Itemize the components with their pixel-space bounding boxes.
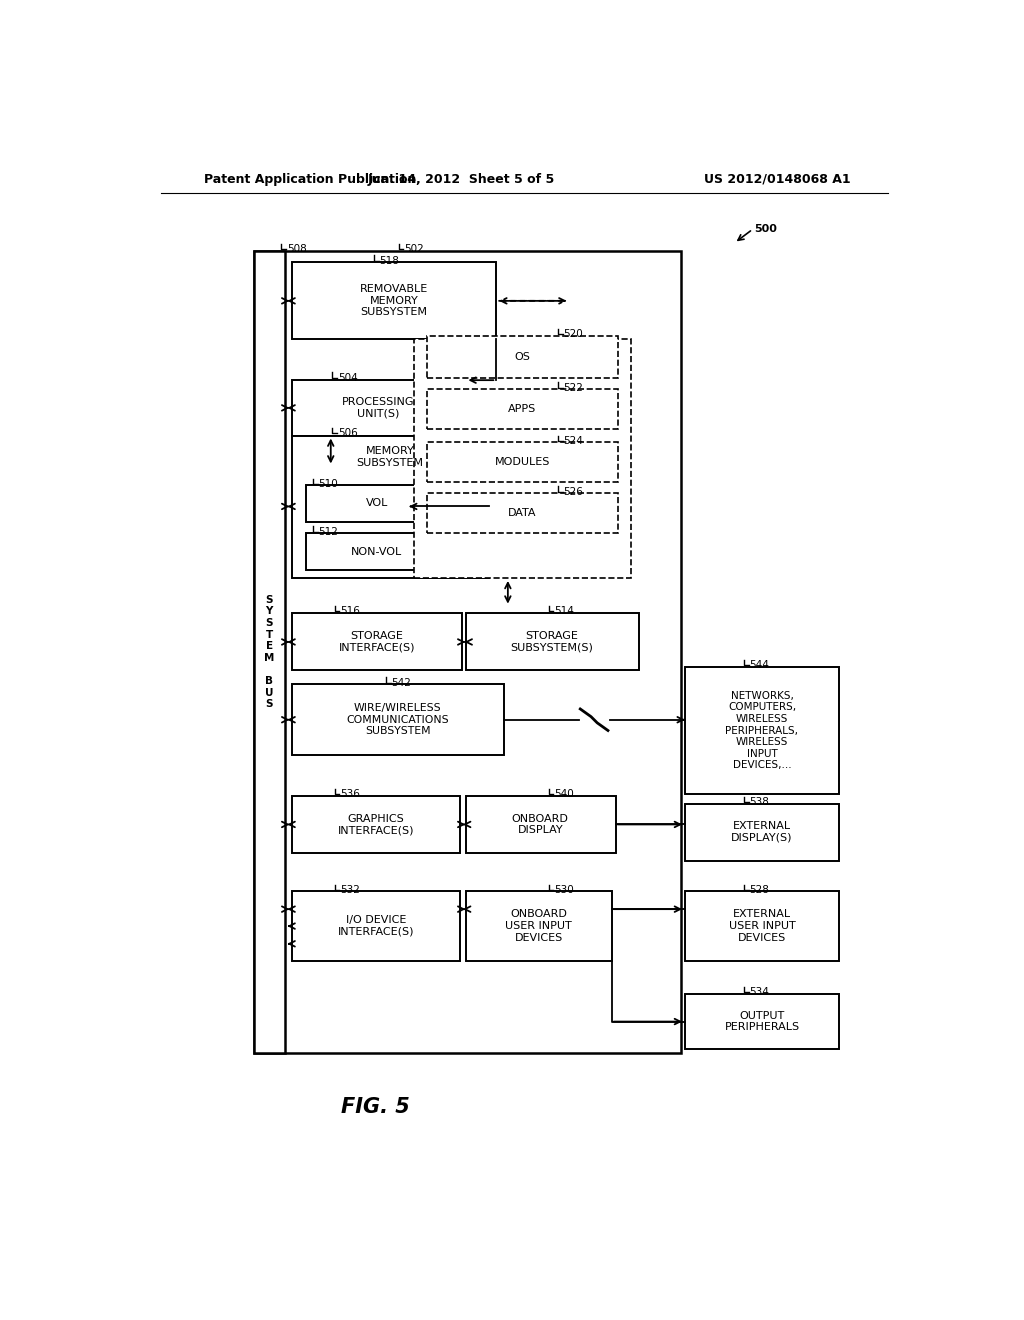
Text: ONBOARD
DISPLAY: ONBOARD DISPLAY — [512, 813, 568, 836]
Bar — [414, 339, 631, 578]
Text: 508: 508 — [287, 244, 306, 255]
Text: US 2012/0148068 A1: US 2012/0148068 A1 — [703, 173, 851, 186]
Text: 522: 522 — [563, 383, 584, 393]
Bar — [292, 436, 488, 578]
Text: 542: 542 — [391, 677, 412, 688]
Text: S
Y
S
T
E
M
 
B
U
S: S Y S T E M B U S — [264, 595, 274, 709]
Bar — [685, 891, 839, 961]
Text: 506: 506 — [338, 428, 357, 438]
Text: 534: 534 — [750, 987, 769, 998]
Text: 518: 518 — [379, 256, 399, 265]
Bar — [466, 891, 611, 961]
Text: OUTPUT
PERIPHERALS: OUTPUT PERIPHERALS — [724, 1011, 800, 1032]
Text: WIRE/WIRELESS
COMMUNICATIONS
SUBSYSTEM: WIRE/WIRELESS COMMUNICATIONS SUBSYSTEM — [346, 704, 450, 737]
Bar — [427, 389, 617, 429]
Text: Patent Application Publication: Patent Application Publication — [204, 173, 416, 186]
Text: Jun. 14, 2012  Sheet 5 of 5: Jun. 14, 2012 Sheet 5 of 5 — [368, 173, 555, 186]
Bar — [254, 251, 285, 1053]
Text: 532: 532 — [340, 884, 359, 895]
Text: I/O DEVICE
INTERFACE(S): I/O DEVICE INTERFACE(S) — [338, 915, 415, 937]
Bar — [292, 380, 466, 436]
Bar — [306, 484, 449, 521]
Bar — [292, 891, 460, 961]
Bar — [466, 612, 639, 671]
Text: 526: 526 — [563, 487, 584, 496]
Text: 520: 520 — [563, 329, 583, 339]
Text: VOL: VOL — [366, 499, 388, 508]
Text: MODULES: MODULES — [495, 457, 550, 467]
Text: 502: 502 — [403, 244, 424, 255]
Text: 500: 500 — [755, 224, 777, 234]
Text: 530: 530 — [554, 884, 573, 895]
Bar — [292, 796, 460, 853]
Text: 512: 512 — [318, 527, 338, 537]
Text: REMOVABLE
MEMORY
SUBSYSTEM: REMOVABLE MEMORY SUBSYSTEM — [359, 284, 428, 317]
Text: STORAGE
INTERFACE(S): STORAGE INTERFACE(S) — [339, 631, 415, 653]
Text: NON-VOL: NON-VOL — [351, 546, 402, 557]
Bar — [427, 335, 617, 378]
Bar — [306, 533, 449, 570]
Bar — [292, 612, 462, 671]
Text: APPS: APPS — [508, 404, 537, 414]
Text: 514: 514 — [554, 606, 573, 616]
Text: GRAPHICS
INTERFACE(S): GRAPHICS INTERFACE(S) — [338, 813, 415, 836]
Text: DATA: DATA — [508, 508, 537, 519]
Bar — [427, 442, 617, 482]
Text: ONBOARD
USER INPUT
DEVICES: ONBOARD USER INPUT DEVICES — [505, 909, 572, 942]
Bar — [254, 251, 681, 1053]
Text: 536: 536 — [340, 789, 359, 800]
Text: 538: 538 — [750, 797, 769, 807]
Text: 528: 528 — [750, 884, 769, 895]
Bar — [427, 494, 617, 533]
Text: 540: 540 — [554, 789, 573, 800]
Text: OS: OS — [514, 352, 530, 362]
Text: 510: 510 — [318, 479, 338, 490]
Text: STORAGE
SUBSYSTEM(S): STORAGE SUBSYSTEM(S) — [510, 631, 593, 653]
Text: 544: 544 — [750, 660, 769, 671]
Text: 504: 504 — [338, 372, 357, 383]
Text: FIG. 5: FIG. 5 — [341, 1097, 410, 1117]
Bar — [292, 263, 497, 339]
Text: EXTERNAL
USER INPUT
DEVICES: EXTERNAL USER INPUT DEVICES — [729, 909, 796, 942]
Text: 516: 516 — [340, 606, 359, 616]
Text: MEMORY
SUBSYSTEM: MEMORY SUBSYSTEM — [356, 446, 424, 469]
Bar — [685, 804, 839, 861]
Bar — [292, 684, 504, 755]
Bar — [685, 667, 839, 793]
Bar — [466, 796, 615, 853]
Text: 524: 524 — [563, 436, 584, 446]
Bar — [685, 994, 839, 1049]
Text: PROCESSING
UNIT(S): PROCESSING UNIT(S) — [342, 397, 415, 418]
Text: NETWORKS,
COMPUTERS,
WIRELESS
PERIPHERALS,
WIRELESS
INPUT
DEVICES,...: NETWORKS, COMPUTERS, WIRELESS PERIPHERAL… — [725, 690, 799, 771]
Text: EXTERNAL
DISPLAY(S): EXTERNAL DISPLAY(S) — [731, 821, 793, 843]
